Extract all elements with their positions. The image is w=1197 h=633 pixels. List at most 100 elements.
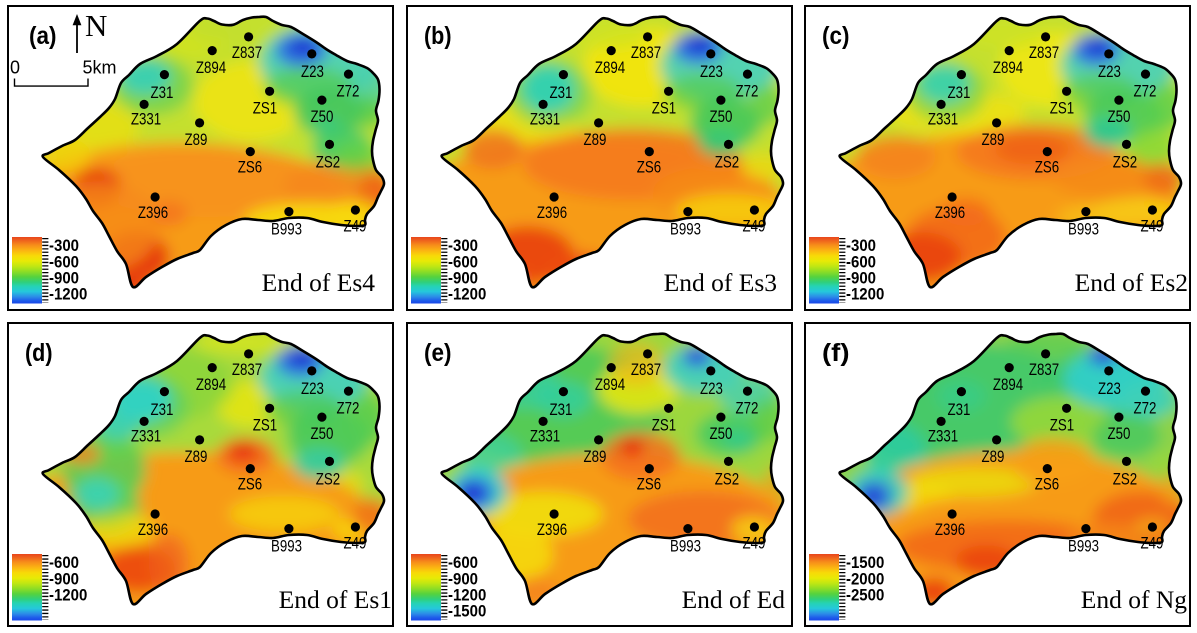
svg-text:Z31: Z31 [151, 84, 174, 102]
svg-text:-1500: -1500 [448, 603, 486, 621]
svg-text:Z23: Z23 [301, 63, 324, 81]
svg-text:Z72: Z72 [1134, 83, 1157, 101]
svg-text:ZS6: ZS6 [1035, 476, 1059, 494]
svg-text:Z894: Z894 [993, 376, 1023, 394]
svg-text:Z894: Z894 [594, 376, 624, 394]
svg-text:B993: B993 [1068, 221, 1099, 239]
svg-text:-1500: -1500 [846, 554, 884, 572]
svg-text:(a): (a) [29, 22, 57, 50]
svg-text:B993: B993 [670, 538, 701, 556]
svg-text:Z837: Z837 [1029, 44, 1059, 62]
svg-text:ZS1: ZS1 [1050, 417, 1074, 435]
svg-text:Z50: Z50 [709, 108, 732, 126]
svg-text:(d): (d) [25, 339, 53, 367]
svg-text:Z837: Z837 [630, 44, 660, 62]
svg-text:ZS2: ZS2 [1113, 470, 1137, 488]
svg-text:-1200: -1200 [846, 286, 884, 304]
svg-text:Z837: Z837 [1029, 361, 1059, 379]
svg-text:Z89: Z89 [185, 131, 208, 149]
svg-text:ZS2: ZS2 [1113, 153, 1137, 171]
svg-text:-900: -900 [49, 571, 79, 589]
svg-text:Z894: Z894 [594, 59, 624, 77]
svg-text:Z837: Z837 [232, 44, 262, 62]
svg-text:Z89: Z89 [982, 131, 1005, 149]
svg-text:Z31: Z31 [948, 401, 971, 419]
svg-text:ZS6: ZS6 [238, 159, 262, 177]
svg-text:Z31: Z31 [549, 84, 572, 102]
svg-text:5km: 5km [83, 58, 117, 78]
svg-text:-300: -300 [49, 237, 79, 255]
svg-text:Z50: Z50 [1108, 425, 1131, 443]
svg-text:Z31: Z31 [549, 401, 572, 419]
svg-text:ZS2: ZS2 [714, 470, 738, 488]
svg-text:-900: -900 [448, 270, 478, 288]
svg-text:N: N [85, 8, 107, 43]
svg-text:Z49: Z49 [1141, 535, 1164, 553]
svg-text:-1200: -1200 [448, 587, 486, 605]
svg-text:Z23: Z23 [700, 63, 723, 81]
svg-text:ZS1: ZS1 [253, 100, 277, 118]
svg-text:(f): (f) [822, 339, 850, 367]
svg-text:Z49: Z49 [344, 218, 367, 236]
svg-text:Z331: Z331 [928, 428, 958, 446]
svg-text:-900: -900 [49, 270, 79, 288]
svg-text:-1200: -1200 [49, 286, 87, 304]
svg-text:ZS2: ZS2 [714, 153, 738, 171]
svg-text:-600: -600 [49, 254, 79, 272]
svg-text:ZS6: ZS6 [636, 159, 660, 177]
svg-text:-300: -300 [448, 237, 478, 255]
svg-text:Z72: Z72 [337, 83, 360, 101]
svg-text:Z894: Z894 [196, 59, 226, 77]
svg-text:Z331: Z331 [928, 111, 958, 129]
svg-text:(c): (c) [822, 22, 850, 50]
svg-text:0: 0 [10, 58, 20, 78]
svg-text:-900: -900 [846, 270, 876, 288]
svg-text:Z89: Z89 [185, 448, 208, 466]
svg-text:-600: -600 [49, 554, 79, 572]
svg-text:ZS1: ZS1 [651, 100, 675, 118]
svg-text:(b): (b) [424, 22, 452, 50]
svg-text:Z396: Z396 [536, 521, 566, 539]
svg-text:-600: -600 [448, 254, 478, 272]
svg-text:-1200: -1200 [49, 587, 87, 605]
svg-text:Z396: Z396 [536, 204, 566, 222]
svg-text:ZS6: ZS6 [636, 476, 660, 494]
svg-text:ZS2: ZS2 [316, 470, 340, 488]
svg-text:Z837: Z837 [630, 361, 660, 379]
svg-text:-1200: -1200 [448, 286, 486, 304]
svg-text:Z331: Z331 [131, 111, 161, 129]
svg-text:-2000: -2000 [846, 571, 884, 589]
svg-text:ZS6: ZS6 [238, 476, 262, 494]
svg-text:End of Es3: End of Es3 [663, 268, 776, 297]
svg-text:Z89: Z89 [583, 448, 606, 466]
svg-text:Z23: Z23 [1098, 380, 1121, 398]
svg-text:-600: -600 [448, 554, 478, 572]
svg-text:ZS2: ZS2 [316, 153, 340, 171]
svg-text:Z23: Z23 [301, 380, 324, 398]
svg-text:-300: -300 [846, 237, 876, 255]
svg-text:Z89: Z89 [583, 131, 606, 149]
svg-text:Z396: Z396 [935, 204, 965, 222]
svg-text:Z50: Z50 [709, 425, 732, 443]
svg-text:B993: B993 [1068, 538, 1099, 556]
svg-text:ZS1: ZS1 [253, 417, 277, 435]
svg-text:ZS6: ZS6 [1035, 159, 1059, 177]
svg-text:Z50: Z50 [311, 425, 334, 443]
svg-text:Z49: Z49 [1141, 218, 1164, 236]
svg-text:Z72: Z72 [735, 400, 758, 418]
svg-text:Z31: Z31 [948, 84, 971, 102]
svg-text:B993: B993 [271, 221, 302, 239]
svg-text:-900: -900 [448, 571, 478, 589]
svg-text:Z894: Z894 [196, 376, 226, 394]
svg-text:Z331: Z331 [131, 428, 161, 446]
svg-text:Z72: Z72 [1134, 400, 1157, 418]
svg-text:B993: B993 [670, 221, 701, 239]
svg-text:End of Ed: End of Ed [681, 585, 785, 614]
svg-text:Z50: Z50 [311, 108, 334, 126]
svg-text:ZS1: ZS1 [651, 417, 675, 435]
svg-text:Z396: Z396 [138, 521, 168, 539]
svg-text:Z331: Z331 [529, 428, 559, 446]
svg-text:B993: B993 [271, 538, 302, 556]
svg-text:Z72: Z72 [337, 400, 360, 418]
svg-text:End of Es4: End of Es4 [262, 268, 376, 297]
